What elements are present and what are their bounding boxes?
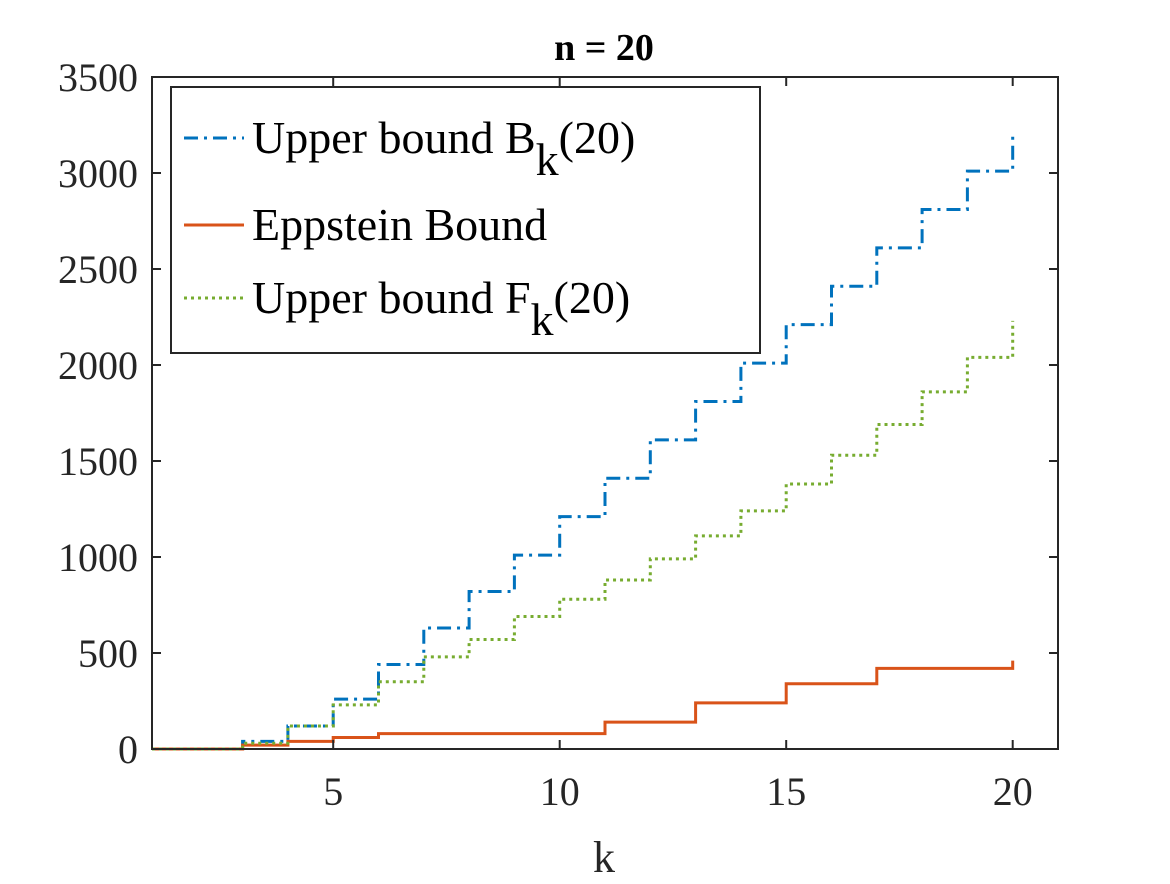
legend-box [170, 86, 761, 354]
series-line-0 [152, 132, 1015, 751]
y-tick-label: 2500 [58, 247, 138, 292]
legend-label: Upper bound Bk(20) [252, 112, 635, 185]
y-tick-label: 1500 [58, 439, 138, 484]
y-tick-label: 3500 [58, 55, 138, 100]
x-tick-label: 20 [993, 769, 1033, 814]
y-tick-label: 3000 [58, 151, 138, 196]
x-axis-label: k [593, 833, 615, 882]
x-tick-label: 15 [766, 769, 806, 814]
legend-label: Eppstein Bound [252, 199, 547, 250]
legend-label: Upper bound Fk(20) [252, 272, 630, 345]
axis-ticks: 5 10 15 20 0 500 1000 1500 2000 2500 3000 3500 [58, 55, 1058, 814]
y-tick-label: 500 [78, 631, 138, 676]
legend: Upper bound Bk(20) Eppstein Bound Upper bo… [170, 86, 761, 354]
chart-title: n = 20 [554, 27, 654, 69]
x-tick-label: 5 [323, 769, 343, 814]
y-tick-label: 0 [118, 727, 138, 772]
plot-area [152, 132, 1015, 751]
x-tick-label: 10 [540, 769, 580, 814]
y-tick-label: 1000 [58, 535, 138, 580]
y-tick-label: 2000 [58, 343, 138, 388]
axes-box [151, 76, 1059, 750]
series-line-2 [152, 320, 1015, 751]
